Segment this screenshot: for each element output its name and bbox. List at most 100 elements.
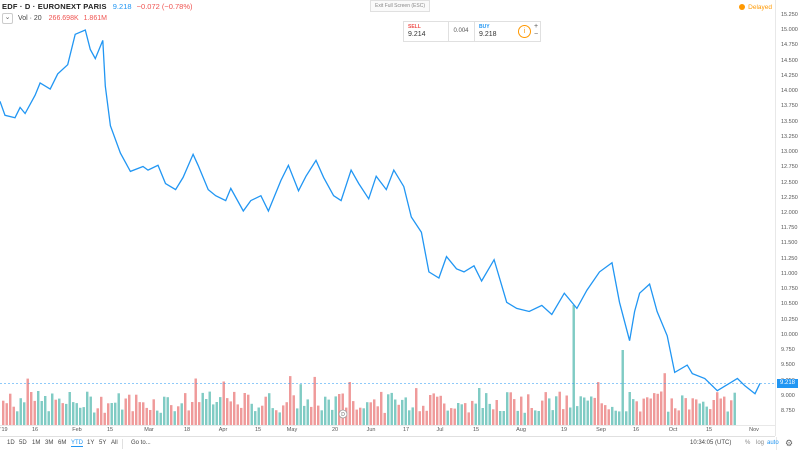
gear-icon[interactable]: ⚙ [776,437,800,450]
volume-bar [236,404,239,425]
volume-bar [702,401,705,425]
auto-toggle[interactable]: auto [767,440,779,446]
time-tick-label: 15 [705,427,713,433]
volume-bar [579,396,582,425]
range-all[interactable]: All [111,440,118,446]
volume-bar [607,409,610,425]
range-6m[interactable]: 6M [58,440,67,446]
volume-bar [733,392,736,425]
volume-bar [712,400,715,425]
range-3m[interactable]: 3M [45,440,54,446]
volume-bar [194,378,197,425]
last-price-tag: 9.218 [777,378,798,388]
volume-bar [86,391,89,425]
quantity-stepper[interactable]: + − [532,23,540,40]
volume-bar [730,400,733,425]
info-icon[interactable]: i [518,25,531,38]
volume-bar [663,373,666,425]
volume-ma-value: 1.861M [83,15,107,23]
price-tick-label: 11.500 [781,240,798,247]
exit-fullscreen-button[interactable]: Exit Full Screen (ESC) [370,0,430,12]
volume-bar [446,410,449,425]
volume-bar [408,410,411,425]
volume-bar [348,382,351,425]
volume-bar [187,410,190,425]
volume-bar [670,398,673,425]
volume-bar [65,403,68,425]
volume-bar [464,403,467,425]
time-tick-label: 15 [472,427,480,433]
spread-value: 0.004 [453,28,469,34]
range-1y[interactable]: 1Y [87,440,95,446]
price-tick-label: 13.500 [781,118,798,125]
utc-clock[interactable]: 10:34:05 (UTC) [690,440,732,446]
volume-bar [677,410,680,425]
range-5y[interactable]: 5Y [99,440,107,446]
volume-bar [2,400,5,425]
volume-bar [411,407,414,425]
time-tick-label: 15 [106,427,114,433]
volume-bar [229,401,232,425]
volume-bar [555,396,558,425]
sell-button[interactable]: SELL 9.214 [404,22,449,41]
volume-bar [44,396,47,425]
symbol-title: EDF · D · EURONEXT PARIS [2,2,107,11]
goto-button[interactable]: Go to... [131,440,151,446]
volume-bar [40,401,43,425]
volume-bar [583,397,586,425]
volume-bar [114,402,117,425]
price-chart[interactable]: D [0,0,775,425]
symbol-legend[interactable]: EDF · D · EURONEXT PARIS 9.218 −0.072 (−… [2,2,193,12]
volume-bar [705,406,708,425]
log-toggle[interactable]: log [756,440,765,446]
time-tick-label: Apr [218,427,228,433]
buy-button[interactable]: BUY 9.218 [474,22,519,41]
plus-icon[interactable]: + [533,23,539,30]
buy-sell-widget: SELL 9.214 0.004 BUY 9.218 i + − [403,21,541,42]
buy-label: BUY [479,24,490,30]
volume-bar [660,391,663,425]
volume-bar [82,407,85,425]
volume-bar [334,396,337,425]
volume-bar [201,392,204,425]
time-axis[interactable]: '19 16 Feb 15 Mar 18 Apr 15 May 20 Jun 17 Jul 15 Aug 19… [0,425,775,437]
volume-bar [548,398,551,425]
volume-legend[interactable]: ⌄ Vol · 20 266.698K 1.861M [2,13,107,24]
delayed-label: Delayed [748,4,772,11]
volume-bar [317,405,320,425]
dividend-marker[interactable]: D [338,409,348,419]
minus-icon[interactable]: − [533,31,539,38]
volume-bar [89,396,92,425]
volume-bar [383,412,386,425]
volume-bar [628,392,631,425]
volume-bar [324,396,327,425]
volume-bar [138,402,141,425]
volume-bar [275,410,278,425]
volume-bar [121,409,124,425]
volume-bar [709,409,712,425]
volume-bars [2,305,736,425]
volume-bar [338,394,341,425]
volume-bar [418,411,421,425]
chevron-down-icon[interactable]: ⌄ [2,13,13,24]
price-tick-label: 12.500 [781,179,798,186]
range-ytd[interactable]: YTD [71,440,83,447]
range-5d[interactable]: 5D [19,440,27,446]
volume-bar [471,400,474,425]
volume-bar [639,411,642,425]
range-1m[interactable]: 1M [32,440,41,446]
price-tick-label: 10.500 [781,301,798,308]
percent-toggle[interactable]: % [745,440,751,446]
price-scale[interactable]: 15.250 15.000 14.750 14.500 14.250 14.000 13.7… [775,0,800,436]
price-tick-label: 14.500 [781,57,798,64]
range-1d[interactable]: 1D [7,440,15,446]
volume-bar [96,408,99,425]
volume-bar [327,399,330,425]
last-price: 9.218 [112,2,132,11]
volume-bar [698,403,701,425]
volume-bar [380,391,383,425]
volume-bar [261,405,264,425]
volume-bar [292,395,295,425]
volume-bar [492,409,495,425]
volume-bar [450,408,453,425]
